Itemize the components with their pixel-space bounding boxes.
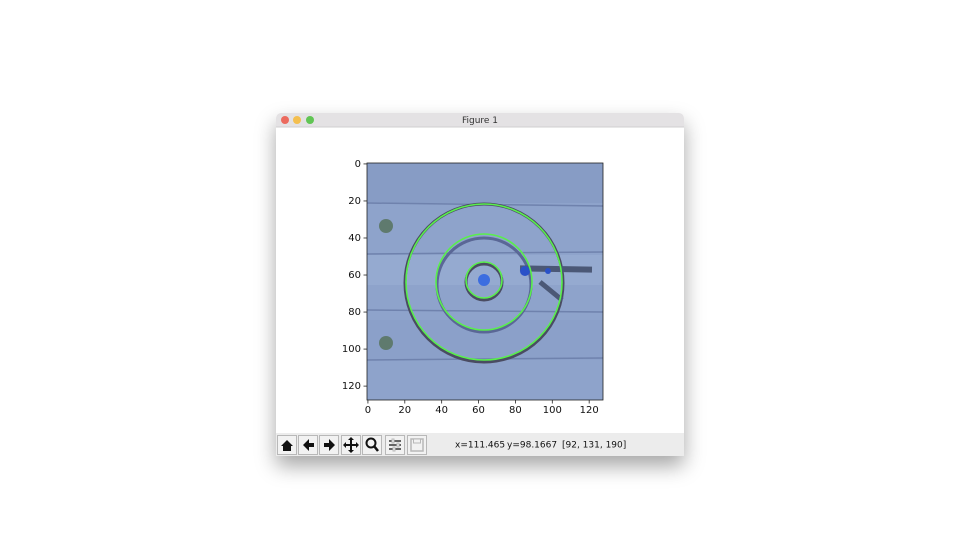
- close-button[interactable]: [281, 116, 289, 124]
- y-tick-label: 0: [355, 159, 361, 170]
- image: [367, 163, 603, 400]
- minimize-button[interactable]: [293, 116, 301, 124]
- ticks: 0 20 40 60 80 100 120 0 20 40 60 80 100 120: [342, 159, 599, 416]
- y-tick-label: 40: [348, 233, 361, 244]
- axes-frame: [366, 162, 604, 401]
- y-tick-label: 20: [348, 196, 361, 207]
- window-title: Figure 1: [462, 116, 498, 126]
- status-x: x=111.465: [455, 441, 505, 451]
- x-tick-label: 80: [509, 405, 522, 416]
- status-y: y=98.1667: [507, 441, 557, 451]
- save-button[interactable]: [407, 435, 427, 455]
- home-button[interactable]: [277, 435, 297, 455]
- x-tick-label: 100: [543, 405, 562, 416]
- y-tick-label: 100: [342, 344, 361, 355]
- pan-button[interactable]: [341, 435, 361, 455]
- configure-button[interactable]: [385, 435, 405, 455]
- toolbar-buttons: [277, 435, 427, 455]
- x-tick-label: 60: [472, 405, 485, 416]
- x-tick-label: 40: [435, 405, 448, 416]
- y-tick-label: 120: [342, 381, 361, 392]
- y-tick-label: 80: [348, 307, 361, 318]
- title-bar: [276, 113, 684, 127]
- y-tick-label: 60: [348, 270, 361, 281]
- status-pixel: [92, 131, 190]: [562, 441, 626, 451]
- zoom-button[interactable]: [306, 116, 314, 124]
- x-tick-label: 0: [365, 405, 371, 416]
- forward-button[interactable]: [319, 435, 339, 455]
- zoom-button[interactable]: [362, 435, 382, 455]
- x-tick-label: 20: [398, 405, 411, 416]
- x-tick-label: 120: [580, 405, 599, 416]
- back-button[interactable]: [298, 435, 318, 455]
